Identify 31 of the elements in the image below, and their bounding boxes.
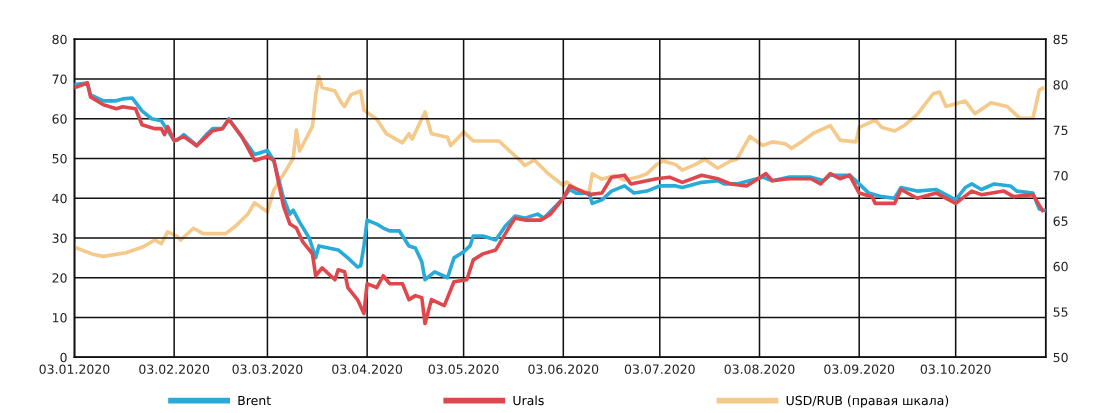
x-tick-label: 03.04.2020 [332, 364, 403, 374]
line-series [74, 81, 1045, 326]
y2-tick-label: 75 [1053, 125, 1068, 136]
y-tick-label: 30 [52, 233, 67, 243]
y2-tick-label: 65 [1053, 216, 1068, 226]
legend-label: USD/RUB (правая шкала) [786, 395, 949, 408]
y2-tick-label: 85 [1053, 34, 1068, 45]
y-tick-label: 60 [52, 114, 67, 124]
y2-tick-label: 70 [1053, 171, 1068, 181]
x-tick-label: 03.05.2020 [428, 364, 499, 374]
y-tick-label: 80 [52, 34, 67, 45]
x-tick-label: 03.01.2020 [39, 364, 110, 374]
y-tick-label: 0 [60, 352, 67, 363]
y2-tick-label: 50 [1053, 352, 1068, 363]
x-tick-label: 03.09.2020 [824, 364, 895, 374]
legend-label: Brent [238, 395, 271, 406]
y-tick-label: 10 [52, 312, 67, 323]
y2-tick-label: 80 [1053, 80, 1068, 90]
y-tick-label: 50 [52, 153, 67, 164]
x-tick-label: 03.08.2020 [724, 364, 795, 374]
y-tick-label: 70 [52, 74, 67, 84]
legend-label: Urals [513, 395, 544, 406]
y2-tick-label: 55 [1053, 307, 1068, 317]
y-tick-label: 40 [52, 193, 67, 204]
y2-tick-label: 60 [1053, 261, 1068, 272]
x-tick-label: 03.10.2020 [920, 364, 991, 374]
x-tick-label: 03.06.2020 [528, 364, 599, 374]
x-tick-label: 03.02.2020 [139, 364, 210, 374]
x-tick-label: 03.07.2020 [624, 364, 695, 374]
x-tick-label: 03.03.2020 [232, 364, 303, 374]
y-tick-label: 20 [52, 273, 67, 283]
